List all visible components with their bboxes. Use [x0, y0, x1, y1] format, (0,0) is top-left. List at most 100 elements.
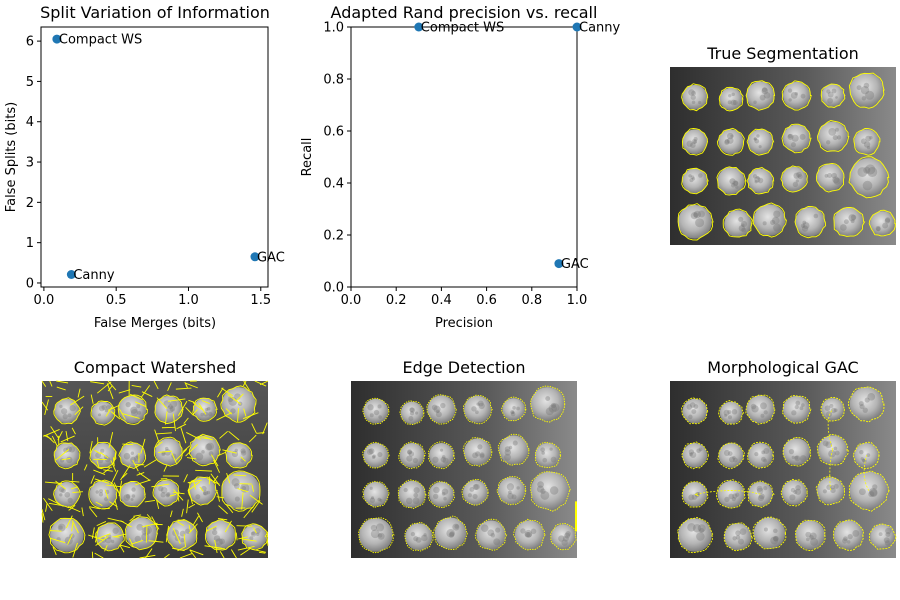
img-compact-superpixel-edge [88, 534, 105, 541]
img-edge-coin-detail [435, 409, 440, 414]
img-edge-contour [398, 441, 426, 470]
img-true-coin-detail [730, 183, 736, 188]
img-compact-coin-detail [130, 408, 139, 417]
img-compact-superpixel-edge [224, 520, 232, 533]
img-gac-coin-detail [763, 485, 768, 491]
img-true-coin-detail [754, 180, 758, 184]
img-compact-superpixel-edge [74, 406, 84, 416]
img-compact-superpixel-edge [118, 389, 131, 394]
img-compact-coin-detail [228, 396, 238, 406]
img-true-coin [718, 129, 744, 155]
img-true-coin-detail [835, 96, 838, 99]
img-compact-contour [153, 436, 183, 467]
img-gac-coin-detail [825, 411, 833, 418]
img-compact-coin-detail [249, 536, 254, 541]
img-edge-coin-detail [377, 532, 385, 540]
img-compact-superpixel-edge [81, 507, 84, 517]
img-compact-superpixel-edge [89, 440, 93, 454]
img-edge-coin-detail [366, 448, 373, 456]
img-compact-coin-detail [165, 493, 170, 498]
img-edge-coin [427, 395, 456, 424]
img-compact-coin-detail [208, 451, 214, 456]
img-gac-coin [849, 471, 888, 510]
img-gac-coin-detail [729, 456, 735, 463]
img-true-coin [795, 207, 825, 237]
img-gac-coin-detail [869, 487, 878, 497]
img-true-coin-detail [727, 132, 734, 140]
img-edge-coin-detail [467, 493, 473, 498]
img-true-coin-detail [724, 139, 730, 145]
img-compact-superpixel-edge [72, 491, 83, 494]
img-compact-coin-detail [98, 492, 104, 497]
img-compact-superpixel-edge [106, 484, 123, 488]
img-true-contour [853, 128, 881, 156]
img-compact-superpixel-edge [188, 503, 196, 509]
img-compact-superpixel-edge [156, 499, 160, 510]
img-true-coin-detail [738, 216, 744, 222]
img-true-coin-detail [738, 225, 746, 232]
voi-point [250, 252, 260, 262]
img-gac-coin-detail [760, 402, 767, 410]
img-compact-coin [242, 524, 267, 550]
img-gac-contour [780, 478, 808, 507]
voi-x-tick-label: 1.0 [178, 293, 199, 308]
img-compact-coin-detail [164, 446, 169, 451]
img-compact-superpixel-edge [221, 387, 233, 397]
img-compact-superpixel-edge [216, 412, 232, 421]
img-compact-coin-detail [130, 456, 137, 463]
img-gac-coin-detail [732, 456, 736, 460]
img-true-coin-detail [728, 94, 732, 98]
img-gac-coin [783, 395, 811, 423]
img-compact-superpixel-edge [175, 387, 192, 390]
img-gac-coin-detail [761, 450, 766, 455]
img-compact-superpixel-edge [135, 479, 151, 486]
voi-x-tick-label: 0.0 [34, 293, 55, 308]
img-compact-superpixel-edge [119, 544, 131, 549]
img-gac-coin-detail [866, 453, 871, 457]
img-gac-coin-detail [864, 397, 870, 403]
img-true-coin-detail [754, 138, 760, 144]
img-compact-superpixel-edge [164, 411, 168, 425]
img-gac-coin [783, 438, 811, 466]
img-compact-superpixel-edge [251, 423, 257, 434]
img-compact-coin-detail [219, 538, 225, 545]
img-compact-superpixel-edge [238, 536, 248, 540]
img-compact-superpixel-edge [197, 437, 211, 440]
img-true-coin-detail [686, 140, 693, 147]
img-compact-coin [54, 442, 80, 468]
img-edge-coin-detail [369, 413, 374, 418]
rand-points: Compact WS Canny GAC [414, 21, 621, 272]
img-compact-superpixel-edge [98, 533, 111, 539]
voi-x-axis: 0.0 0.5 1.0 1.5 [34, 287, 271, 308]
rand-y-tick-label: 0.6 [323, 125, 344, 140]
img-gac-coin-detail [793, 489, 798, 495]
img-true-contour [722, 208, 753, 238]
img-true-coin-detail [827, 172, 833, 178]
img-compact-superpixel-edge [93, 469, 106, 476]
img-compact-superpixel-edge [90, 381, 105, 385]
img-gac-coin-detail [805, 531, 812, 538]
img-true-coin-detail [758, 145, 762, 149]
img-edge-coin-detail [369, 497, 376, 503]
img-edge-coin-detail [545, 407, 554, 416]
img-true-coin-detail [690, 142, 696, 148]
img-compact-superpixel-edge [216, 496, 225, 499]
img-edge-coin-detail [435, 411, 442, 418]
img-compact-superpixel-edge [157, 450, 173, 453]
img-compact-coin-detail [168, 404, 173, 410]
img-gac-coin-detail [732, 457, 738, 463]
img-compact-coin-detail [103, 497, 109, 502]
rand-x-tick-label: 1.0 [567, 293, 588, 308]
img-gac-coin [753, 517, 786, 549]
img-edge-coin-detail [536, 485, 545, 493]
img-gac-contour [723, 522, 753, 552]
voi-y-label: False Splits (bits) [4, 102, 19, 212]
img-gac-coin-detail [794, 455, 801, 462]
img-compact-coin-detail [200, 412, 204, 417]
img-compact-coin-detail [59, 404, 63, 409]
img-gac-coin-detail [788, 449, 795, 455]
img-edge-coin-detail [407, 450, 412, 455]
img-compact-superpixel-edge [259, 380, 269, 386]
img-edge-coin [434, 517, 467, 549]
rand-point-label: GAC [561, 257, 589, 272]
